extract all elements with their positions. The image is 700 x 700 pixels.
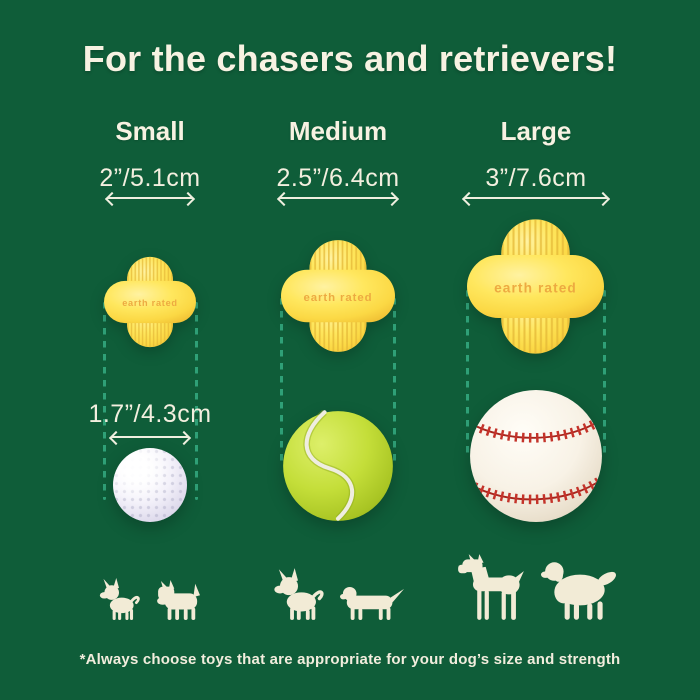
size-column-medium: Medium 2.5”/6.4cm xyxy=(243,0,433,700)
golf-ball-width-arrow xyxy=(111,436,189,438)
dashed-guide-right xyxy=(195,302,198,500)
width-arrow-medium xyxy=(279,197,397,199)
toy-diameter-large: 3”/7.6cm xyxy=(485,164,587,192)
size-column-large: Large 3”/7.6cm xyxy=(441,0,631,700)
dog-row-large xyxy=(441,554,631,620)
dashed-guide-right xyxy=(603,290,606,458)
size-label-small: Small xyxy=(115,116,185,146)
size-label-medium: Medium xyxy=(288,116,388,146)
toy-diameter-medium: 2.5”/6.4cm xyxy=(276,164,400,192)
dachshund-icon xyxy=(340,583,406,620)
retriever-icon xyxy=(541,558,617,620)
width-arrow-small xyxy=(107,197,193,199)
terrier-icon xyxy=(156,580,204,620)
size-column-small: Small 2”/5.1cm 1.7”/4.3cm xyxy=(55,0,245,700)
dog-row-medium xyxy=(243,568,433,620)
width-arrow-large xyxy=(464,197,608,199)
dashed-guide-left xyxy=(280,298,283,467)
dashed-guide-left xyxy=(466,290,469,458)
dog-row-small xyxy=(55,576,245,620)
disclaimer-text: *Always choose toys that are appropriate… xyxy=(79,651,621,668)
fetch-toy-icon-large xyxy=(467,218,604,355)
chihuahua-icon xyxy=(97,578,141,620)
page-title: For the chasers and retrievers! xyxy=(82,38,618,79)
fetch-toy-icon-small xyxy=(104,256,196,348)
golf-ball-icon xyxy=(113,448,187,522)
tennis-ball-icon xyxy=(282,410,394,522)
golf-ball-diameter: 1.7”/4.3cm xyxy=(88,400,212,428)
dashed-guide-left xyxy=(103,302,106,500)
fetch-toy-icon-medium xyxy=(281,239,395,353)
baseball-icon xyxy=(468,388,604,524)
size-label-large: Large xyxy=(500,116,572,146)
dashed-guide-right xyxy=(393,298,396,467)
boxer-icon xyxy=(456,554,526,620)
small-terrier-icon xyxy=(271,568,325,620)
toy-diameter-small: 2”/5.1cm xyxy=(99,164,201,192)
